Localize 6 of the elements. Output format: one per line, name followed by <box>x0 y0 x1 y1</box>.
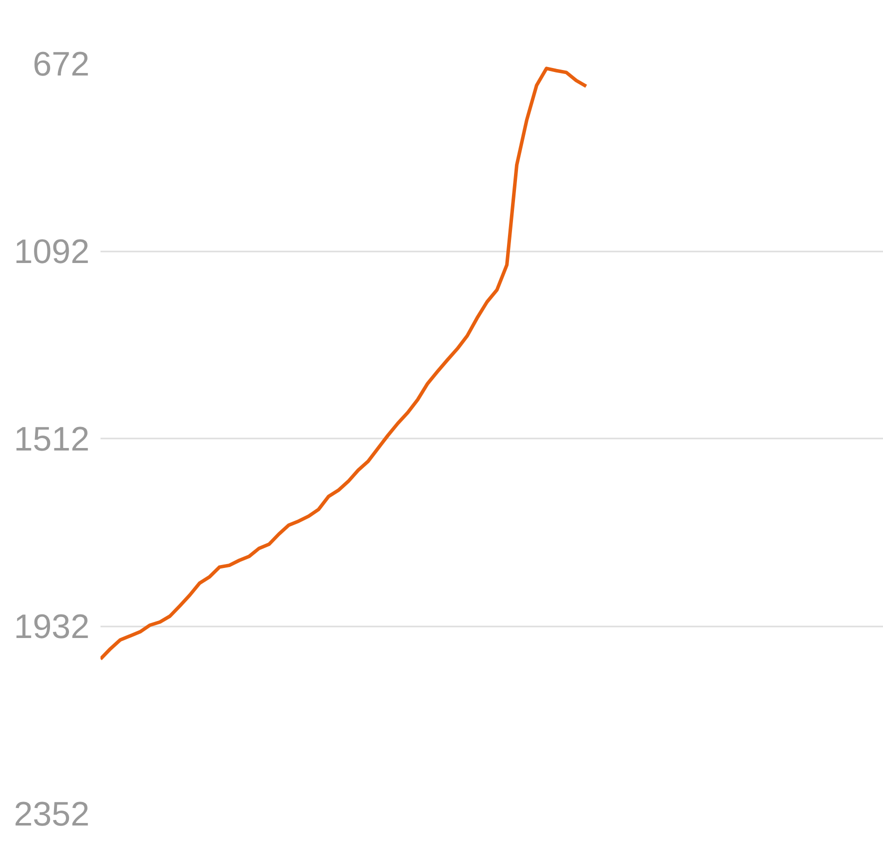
y-tick-label: 2352 <box>14 796 90 834</box>
y-tick-label: 1092 <box>14 233 90 271</box>
line-series <box>100 66 588 661</box>
y-tick-label: 1932 <box>14 608 90 646</box>
y-tick-label: 672 <box>32 46 90 84</box>
y-tick-label: 1512 <box>14 420 90 458</box>
